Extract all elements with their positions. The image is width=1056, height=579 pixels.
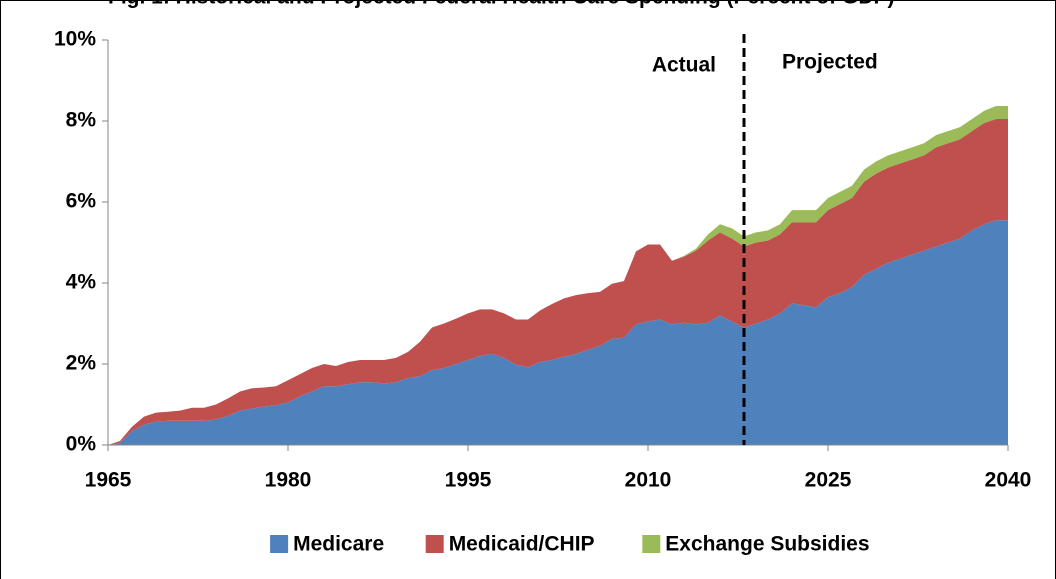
x-tick-label: 1980 (265, 469, 312, 492)
y-tick-label: 0% (66, 433, 97, 456)
y-tick-label: 4% (66, 271, 97, 294)
legend-label: Medicaid/CHIP (449, 533, 595, 556)
area (108, 220, 1008, 445)
area (108, 118, 1008, 445)
chart-title: Fig. 1: Historical and Projected Federal… (108, 0, 895, 9)
x-tick-label: 1995 (445, 469, 492, 492)
y-tick-label: 10% (54, 28, 96, 51)
legend-label: Medicare (293, 533, 384, 556)
legend-swatch (642, 535, 661, 553)
legend-swatch (425, 535, 444, 553)
annotation: Actual (652, 54, 716, 77)
y-tick-label: 8% (66, 109, 97, 132)
y-tick-label: 2% (66, 352, 97, 375)
x-tick-label: 2040 (985, 469, 1032, 492)
legend-label: Exchange Subsidies (665, 533, 869, 556)
y-tick-label: 6% (66, 190, 97, 213)
legend-swatch (270, 535, 289, 553)
x-tick-label: 2025 (805, 469, 852, 492)
x-tick-label: 1965 (85, 469, 132, 492)
annotation: Projected (782, 51, 878, 74)
x-tick-label: 2010 (625, 469, 672, 492)
